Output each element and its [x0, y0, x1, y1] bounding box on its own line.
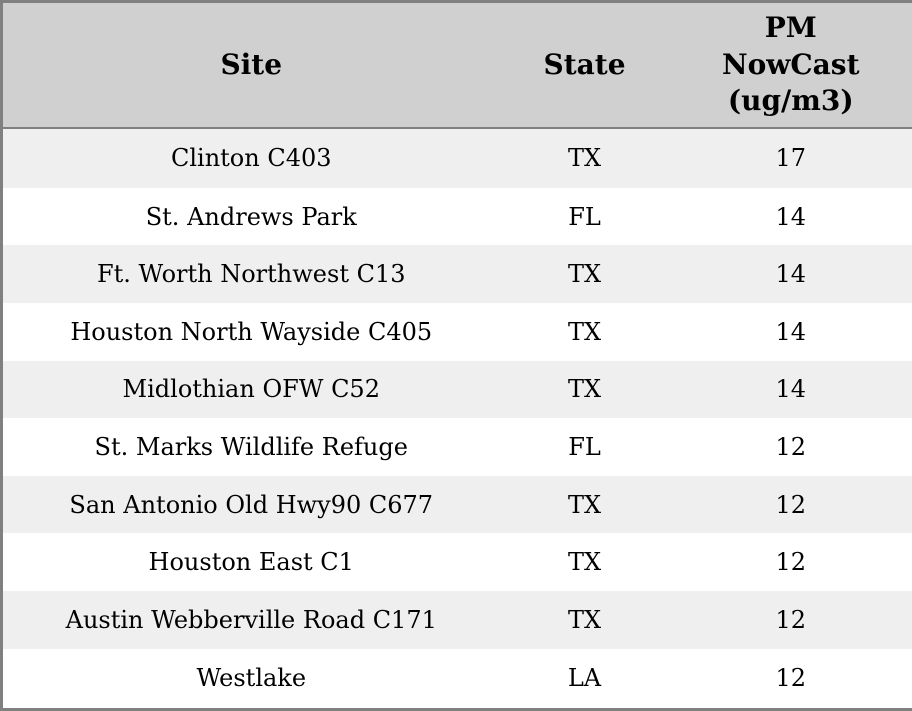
table-row: St. Andrews Park FL 14 — [1, 187, 912, 246]
table-body: Clinton C403 TX 17 St. Andrews Park FL 1… — [1, 128, 912, 710]
pm-cell: 14 — [775, 202, 807, 231]
site-cell: Clinton C403 — [170, 144, 332, 173]
state-cell: TX — [567, 375, 602, 404]
site-cell: Austin Webberville Road C171 — [65, 605, 437, 634]
state-cell: TX — [567, 490, 602, 519]
header-state: State — [499, 1, 670, 129]
site-cell: Westlake — [196, 664, 307, 693]
pm-cell: 14 — [775, 375, 807, 404]
table-row: Ft. Worth Northwest C13 TX 14 — [1, 245, 912, 303]
pm-cell: 12 — [775, 605, 807, 634]
pm-cell: 17 — [775, 144, 807, 173]
table-row: Houston East C1 TX 12 — [1, 533, 912, 592]
state-cell: FL — [568, 202, 601, 231]
site-cell: Ft. Worth Northwest C13 — [96, 260, 406, 289]
state-cell: FL — [568, 433, 601, 461]
site-cell: Midlothian OFW C52 — [122, 375, 380, 404]
header-pm-nowcast: PM NowCast (ug/m3) — [669, 1, 912, 129]
table-row: Houston North Wayside C405 TX 14 — [1, 302, 912, 361]
table-row: Austin Webberville Road C171 TX 12 — [1, 591, 912, 649]
state-cell: TX — [567, 605, 602, 634]
table-row: Clinton C403 TX 17 — [1, 128, 912, 188]
table-row: Midlothian OFW C52 TX 14 — [1, 360, 912, 419]
pm-cell: 14 — [775, 260, 807, 289]
pm-cell: 12 — [775, 548, 807, 577]
pm-cell: 12 — [775, 490, 807, 519]
table-row: Westlake LA 12 — [1, 648, 912, 710]
site-cell: Houston North Wayside C405 — [70, 317, 433, 346]
site-cell: St. Marks Wildlife Refuge — [94, 433, 408, 461]
state-cell: LA — [567, 664, 602, 693]
pm-cell: 12 — [775, 433, 807, 461]
pm-cell: 14 — [775, 317, 807, 346]
table-header: Site State PM NowCast (ug/m3) — [1, 1, 912, 129]
table-row: St. Marks Wildlife Refuge FL 12 — [1, 418, 912, 476]
state-cell: TX — [567, 548, 602, 577]
pm-cell: 12 — [775, 664, 807, 693]
state-cell: TX — [567, 317, 602, 346]
header-site: Site — [1, 1, 500, 129]
state-cell: TX — [567, 260, 602, 289]
state-cell: TX — [567, 144, 602, 173]
header-row: Site State PM NowCast (ug/m3) — [1, 1, 912, 129]
table-row: San Antonio Old Hwy90 C677 TX 12 — [1, 475, 912, 534]
site-cell: St. Andrews Park — [145, 202, 357, 231]
site-cell: San Antonio Old Hwy90 C677 — [69, 490, 434, 519]
site-cell: Houston East C1 — [148, 548, 354, 577]
